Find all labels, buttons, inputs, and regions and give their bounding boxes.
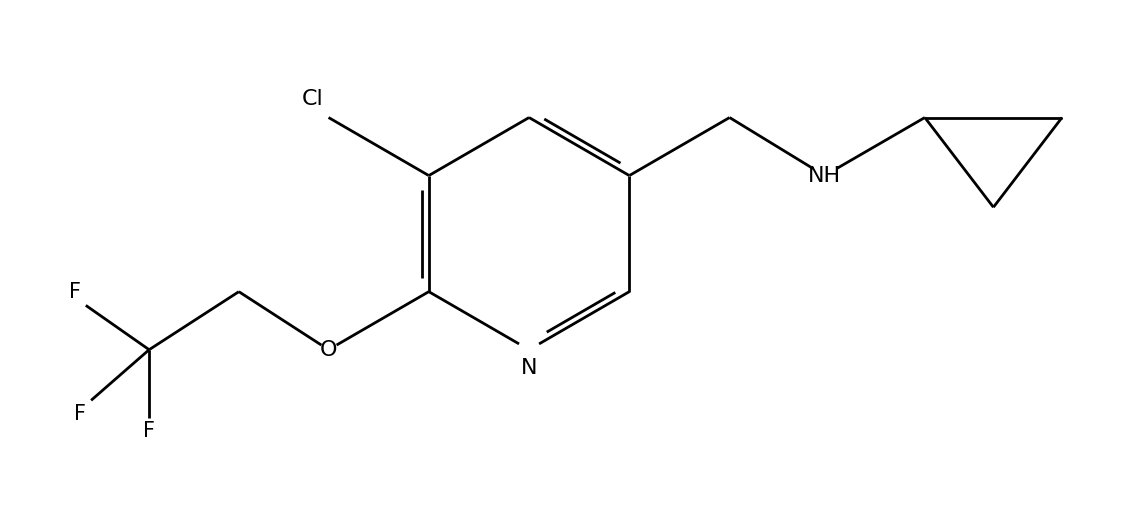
- Text: NH: NH: [808, 165, 841, 186]
- Text: O: O: [320, 340, 337, 360]
- Text: F: F: [143, 422, 155, 441]
- Text: N: N: [521, 358, 538, 378]
- Text: F: F: [69, 282, 80, 302]
- Text: F: F: [74, 404, 86, 423]
- Text: Cl: Cl: [301, 89, 324, 109]
